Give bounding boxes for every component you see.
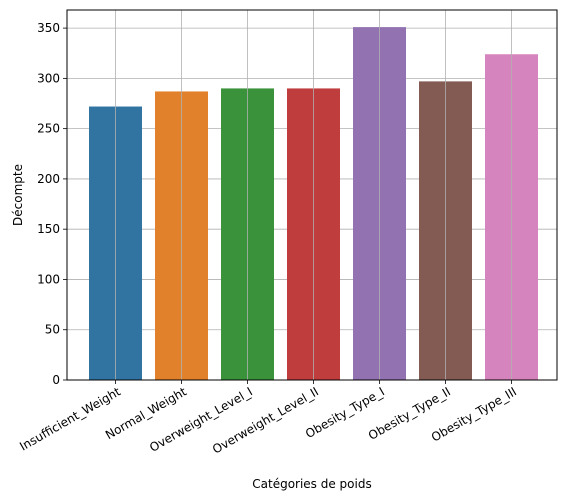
- x-axis-label: Catégories de poids: [252, 477, 371, 491]
- y-tick-label: 300: [37, 71, 60, 85]
- y-tick-label: 50: [45, 323, 60, 337]
- plot-frame: [66, 9, 558, 381]
- x-tick-label: Insufficient_Weight: [17, 384, 123, 453]
- y-axis-label: Décompte: [11, 164, 25, 226]
- y-tick-label: 250: [37, 122, 60, 136]
- y-tick-label: 0: [52, 373, 60, 387]
- y-tick-label: 200: [37, 172, 60, 186]
- y-axis-ticks: 0 50 100 150 200 250 300 350: [37, 21, 67, 387]
- y-tick-label: 100: [37, 272, 60, 286]
- x-axis-ticks: Insufficient_WeightNormal_WeightOverweig…: [17, 380, 519, 457]
- x-grid-lines: [115, 10, 512, 380]
- y-tick-label: 350: [37, 21, 60, 35]
- y-tick-label: 150: [37, 222, 60, 236]
- x-tick-label: Overweight_Level_II: [210, 384, 321, 456]
